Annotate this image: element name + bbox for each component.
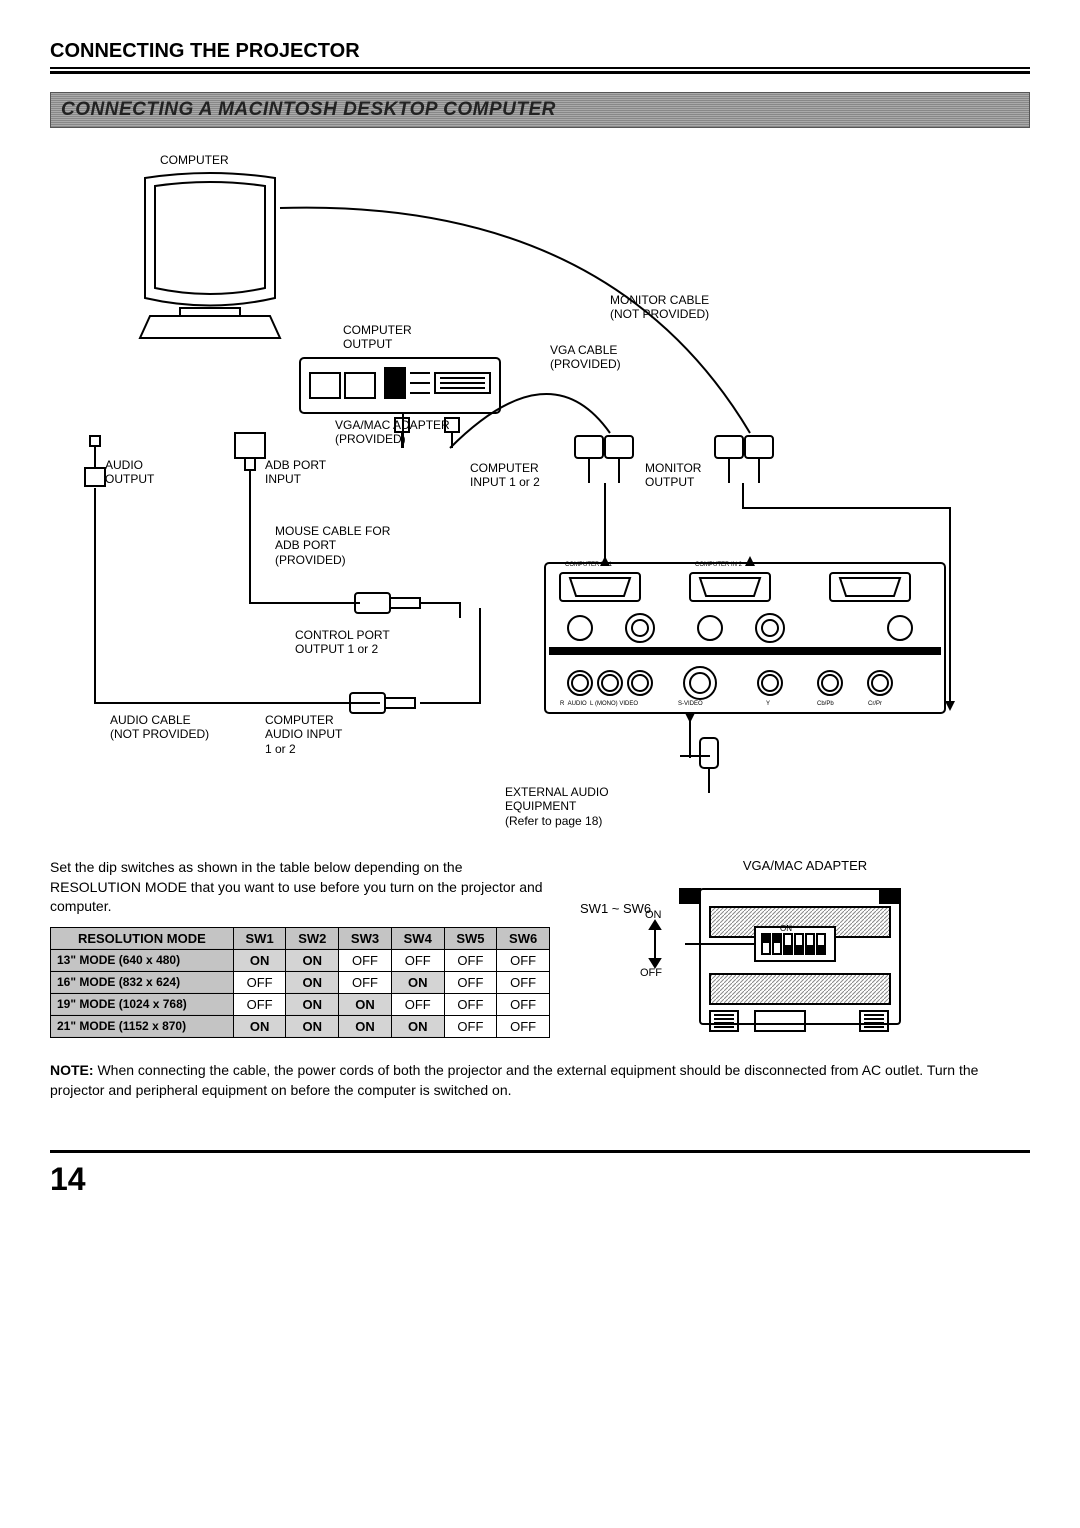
dip-mode: 16" MODE (832 x 624) [51, 971, 234, 993]
dip-cell: OFF [444, 971, 497, 993]
dip-cell: OFF [497, 949, 550, 971]
dip-header: SW3 [339, 927, 392, 949]
label-mouse-cable: MOUSE CABLE FOR ADB PORT (PROVIDED) [275, 524, 390, 567]
connection-diagram: COMPUTER COMPUTER OUTPUT MONITOR CABLE (… [50, 148, 1030, 828]
label-adb-port: ADB PORT INPUT [265, 458, 326, 487]
dip-header: SW6 [497, 927, 550, 949]
port-lbl: S-VIDEO [678, 701, 703, 708]
section-banner: CONNECTING A MACINTOSH DESKTOP COMPUTER [50, 92, 1030, 128]
dip-cell: OFF [497, 993, 550, 1015]
dip-cell: OFF [233, 993, 286, 1015]
adapter-off: OFF [640, 967, 662, 980]
label-monitor-output: MONITOR OUTPUT [645, 461, 701, 490]
dip-header: RESOLUTION MODE [51, 927, 234, 949]
label-external-audio: EXTERNAL AUDIO EQUIPMENT (Refer to page … [505, 785, 609, 828]
dip-header: SW2 [286, 927, 339, 949]
dip-cell: OFF [339, 949, 392, 971]
label-computer-input: COMPUTER INPUT 1 or 2 [470, 461, 540, 490]
label-computer-output: COMPUTER OUTPUT [343, 323, 412, 352]
dip-cell: OFF [444, 1015, 497, 1037]
label-control-port: CONTROL PORT OUTPUT 1 or 2 [295, 628, 390, 657]
dip-header: SW4 [391, 927, 444, 949]
dip-mode: 19" MODE (1024 x 768) [51, 993, 234, 1015]
dip-switch-table: RESOLUTION MODESW1SW2SW3SW4SW5SW6 13" MOD… [50, 927, 550, 1038]
adapter-diagram: SW1 ~ SW6 ON OFF ON [580, 879, 1030, 1049]
dip-cell: ON [339, 1015, 392, 1037]
dip-cell: OFF [444, 949, 497, 971]
label-vga-mac-adapter: VGA/MAC ADAPTER (PROVIDED) [335, 418, 450, 447]
page-number: 14 [50, 1161, 86, 1197]
label-vga-cable: VGA CABLE (PROVIDED) [550, 343, 621, 372]
port-lbl: R AUDIO L (MONO) VIDEO [560, 701, 638, 708]
dip-header: SW1 [233, 927, 286, 949]
dip-cell: OFF [444, 993, 497, 1015]
dip-cell: OFF [497, 971, 550, 993]
note: NOTE: When connecting the cable, the pow… [50, 1061, 1030, 1100]
port-lbl: Y [766, 701, 770, 708]
dip-cell: OFF [339, 971, 392, 993]
label-computer: COMPUTER [160, 153, 229, 167]
label-audio-output: AUDIO OUTPUT [105, 458, 154, 487]
dip-mode: 21" MODE (1152 x 870) [51, 1015, 234, 1037]
dip-intro: Set the dip switches as shown in the tab… [50, 858, 550, 917]
dip-cell: ON [339, 993, 392, 1015]
dip-cell: ON [391, 971, 444, 993]
section-banner-text: CONNECTING A MACINTOSH DESKTOP COMPUTER [61, 99, 556, 120]
page-heading: CONNECTING THE PROJECTOR [50, 40, 1030, 69]
dip-cell: OFF [391, 993, 444, 1015]
port-lbl: COMPUTER IN 2 [695, 562, 742, 569]
dip-cell: OFF [391, 949, 444, 971]
adapter-sw-label: SW1 ~ SW6 [580, 901, 651, 917]
label-audio-cable: AUDIO CABLE (NOT PROVIDED) [110, 713, 209, 742]
dip-cell: ON [391, 1015, 444, 1037]
dip-cell: ON [286, 971, 339, 993]
dip-cell: ON [286, 1015, 339, 1037]
note-text: When connecting the cable, the power cor… [50, 1062, 978, 1098]
label-computer-audio: COMPUTER AUDIO INPUT 1 or 2 [265, 713, 342, 756]
adapter-title: VGA/MAC ADAPTER [580, 858, 1030, 873]
dip-cell: ON [286, 993, 339, 1015]
dip-cell: ON [233, 949, 286, 971]
adapter-on-chip: ON [780, 924, 792, 934]
port-lbl: COMPUTER IN 1 [565, 562, 612, 569]
label-monitor-cable: MONITOR CABLE (NOT PROVIDED) [610, 293, 709, 322]
dip-cell: ON [286, 949, 339, 971]
adapter-on: ON [645, 909, 662, 922]
note-label: NOTE: [50, 1062, 94, 1078]
port-lbl: Cb/Pb [817, 701, 834, 708]
port-lbl: Cr/Pr [868, 701, 882, 708]
dip-cell: OFF [497, 1015, 550, 1037]
dip-mode: 13" MODE (640 x 480) [51, 949, 234, 971]
dip-cell: OFF [233, 971, 286, 993]
dip-cell: ON [233, 1015, 286, 1037]
dip-header: SW5 [444, 927, 497, 949]
